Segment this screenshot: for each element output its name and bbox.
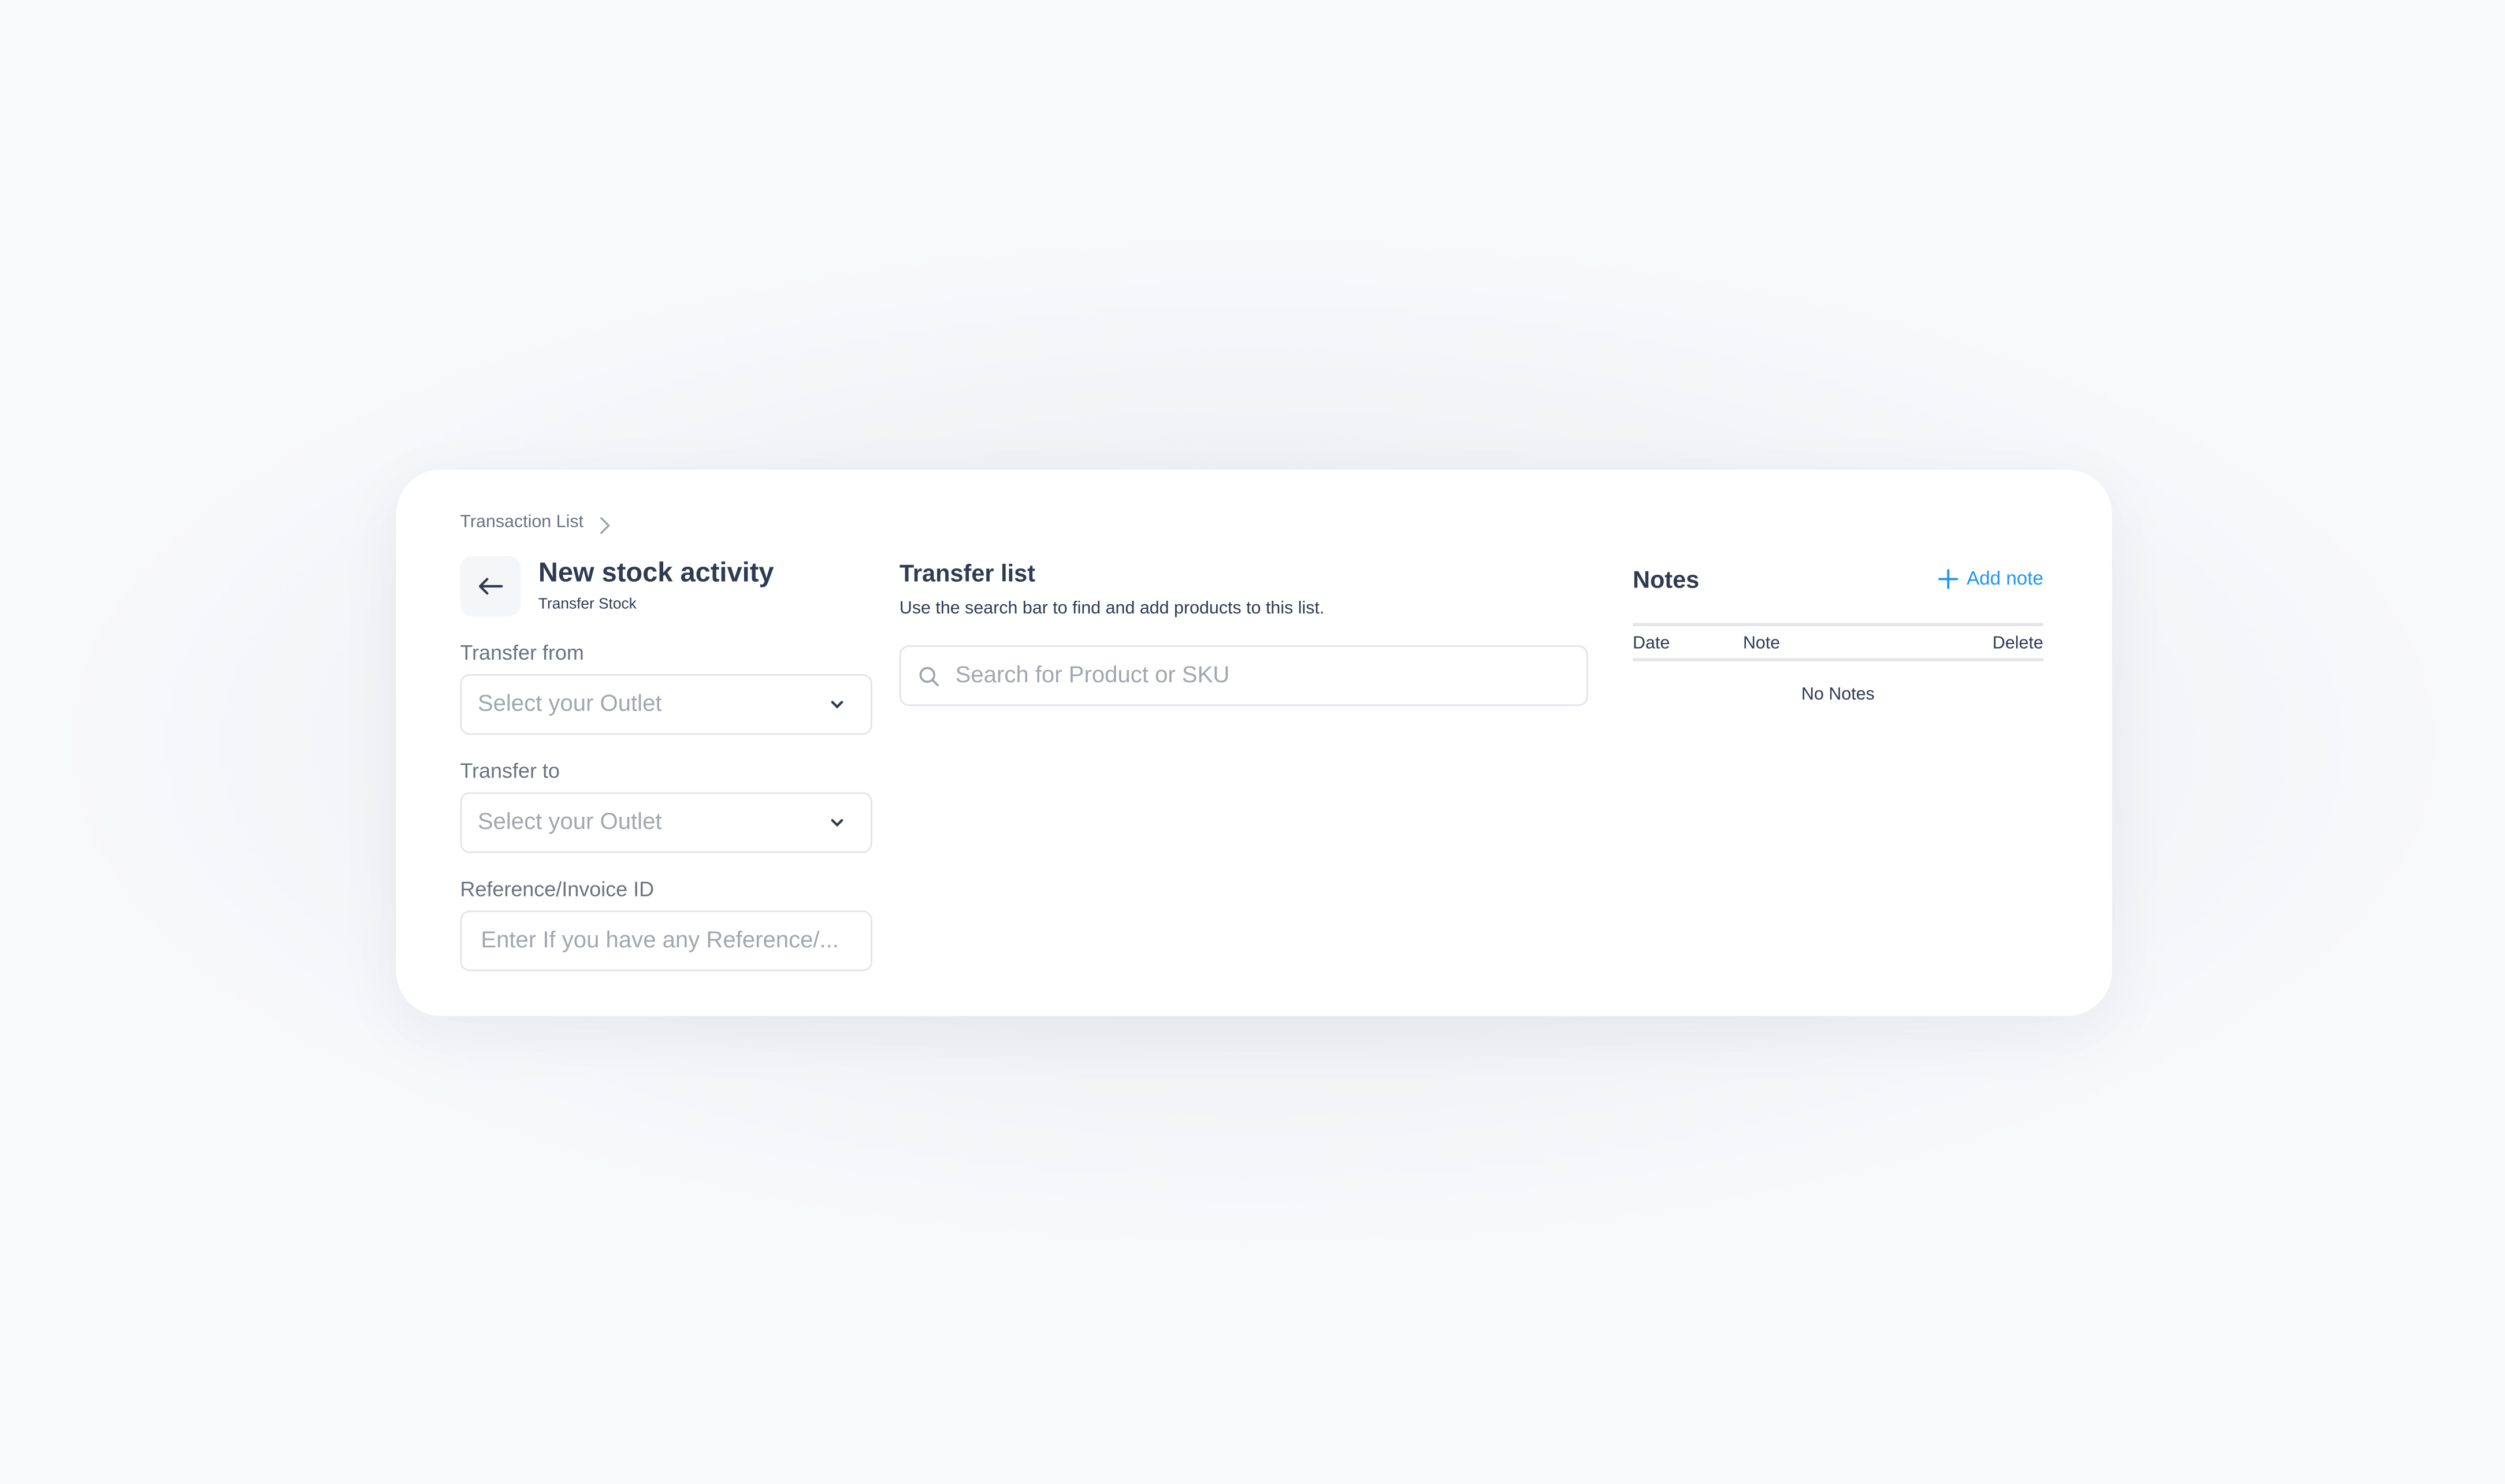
transfer-to-label: Transfer to bbox=[460, 758, 560, 783]
add-note-label: Add note bbox=[1967, 567, 2043, 590]
transfer-from-select[interactable]: Select your Outlet bbox=[460, 674, 872, 735]
transfer-list-title: Transfer list bbox=[899, 560, 1036, 588]
transfer-to-placeholder: Select your Outlet bbox=[477, 810, 662, 836]
notes-column-note: Note bbox=[1742, 634, 1781, 654]
transfer-from-label: Transfer from bbox=[460, 640, 584, 665]
transfer-to-select[interactable]: Select your Outlet bbox=[460, 792, 872, 853]
search-icon bbox=[919, 666, 939, 686]
breadcrumb-transaction-list[interactable]: Transaction List bbox=[460, 512, 584, 532]
arrow-left-icon bbox=[478, 578, 503, 595]
page-subtitle: Transfer Stock bbox=[538, 596, 637, 613]
transfer-from-placeholder: Select your Outlet bbox=[477, 691, 662, 717]
chevron-down-icon bbox=[831, 819, 843, 827]
reference-field[interactable] bbox=[460, 910, 872, 972]
plus-icon bbox=[1938, 568, 1958, 589]
add-note-button[interactable]: Add note bbox=[1938, 567, 2043, 590]
notes-title: Notes bbox=[1633, 567, 1700, 594]
notes-empty-state: No Notes bbox=[1801, 685, 1875, 705]
reference-label: Reference/Invoice ID bbox=[460, 877, 655, 901]
back-button[interactable] bbox=[460, 556, 521, 617]
product-search-field[interactable] bbox=[899, 645, 1588, 706]
chevron-down-icon bbox=[831, 701, 843, 709]
chevron-right-icon bbox=[600, 516, 610, 534]
notes-column-date: Date bbox=[1633, 634, 1670, 654]
notes-column-delete: Delete bbox=[1992, 634, 2043, 654]
transfer-list-description: Use the search bar to find and add produ… bbox=[899, 598, 1325, 619]
notes-table-top-divider bbox=[1633, 623, 2043, 626]
reference-input[interactable] bbox=[477, 926, 871, 955]
page-title: New stock activity bbox=[538, 557, 774, 588]
product-search-input[interactable] bbox=[952, 661, 1586, 690]
notes-table-header-divider bbox=[1633, 658, 2043, 661]
